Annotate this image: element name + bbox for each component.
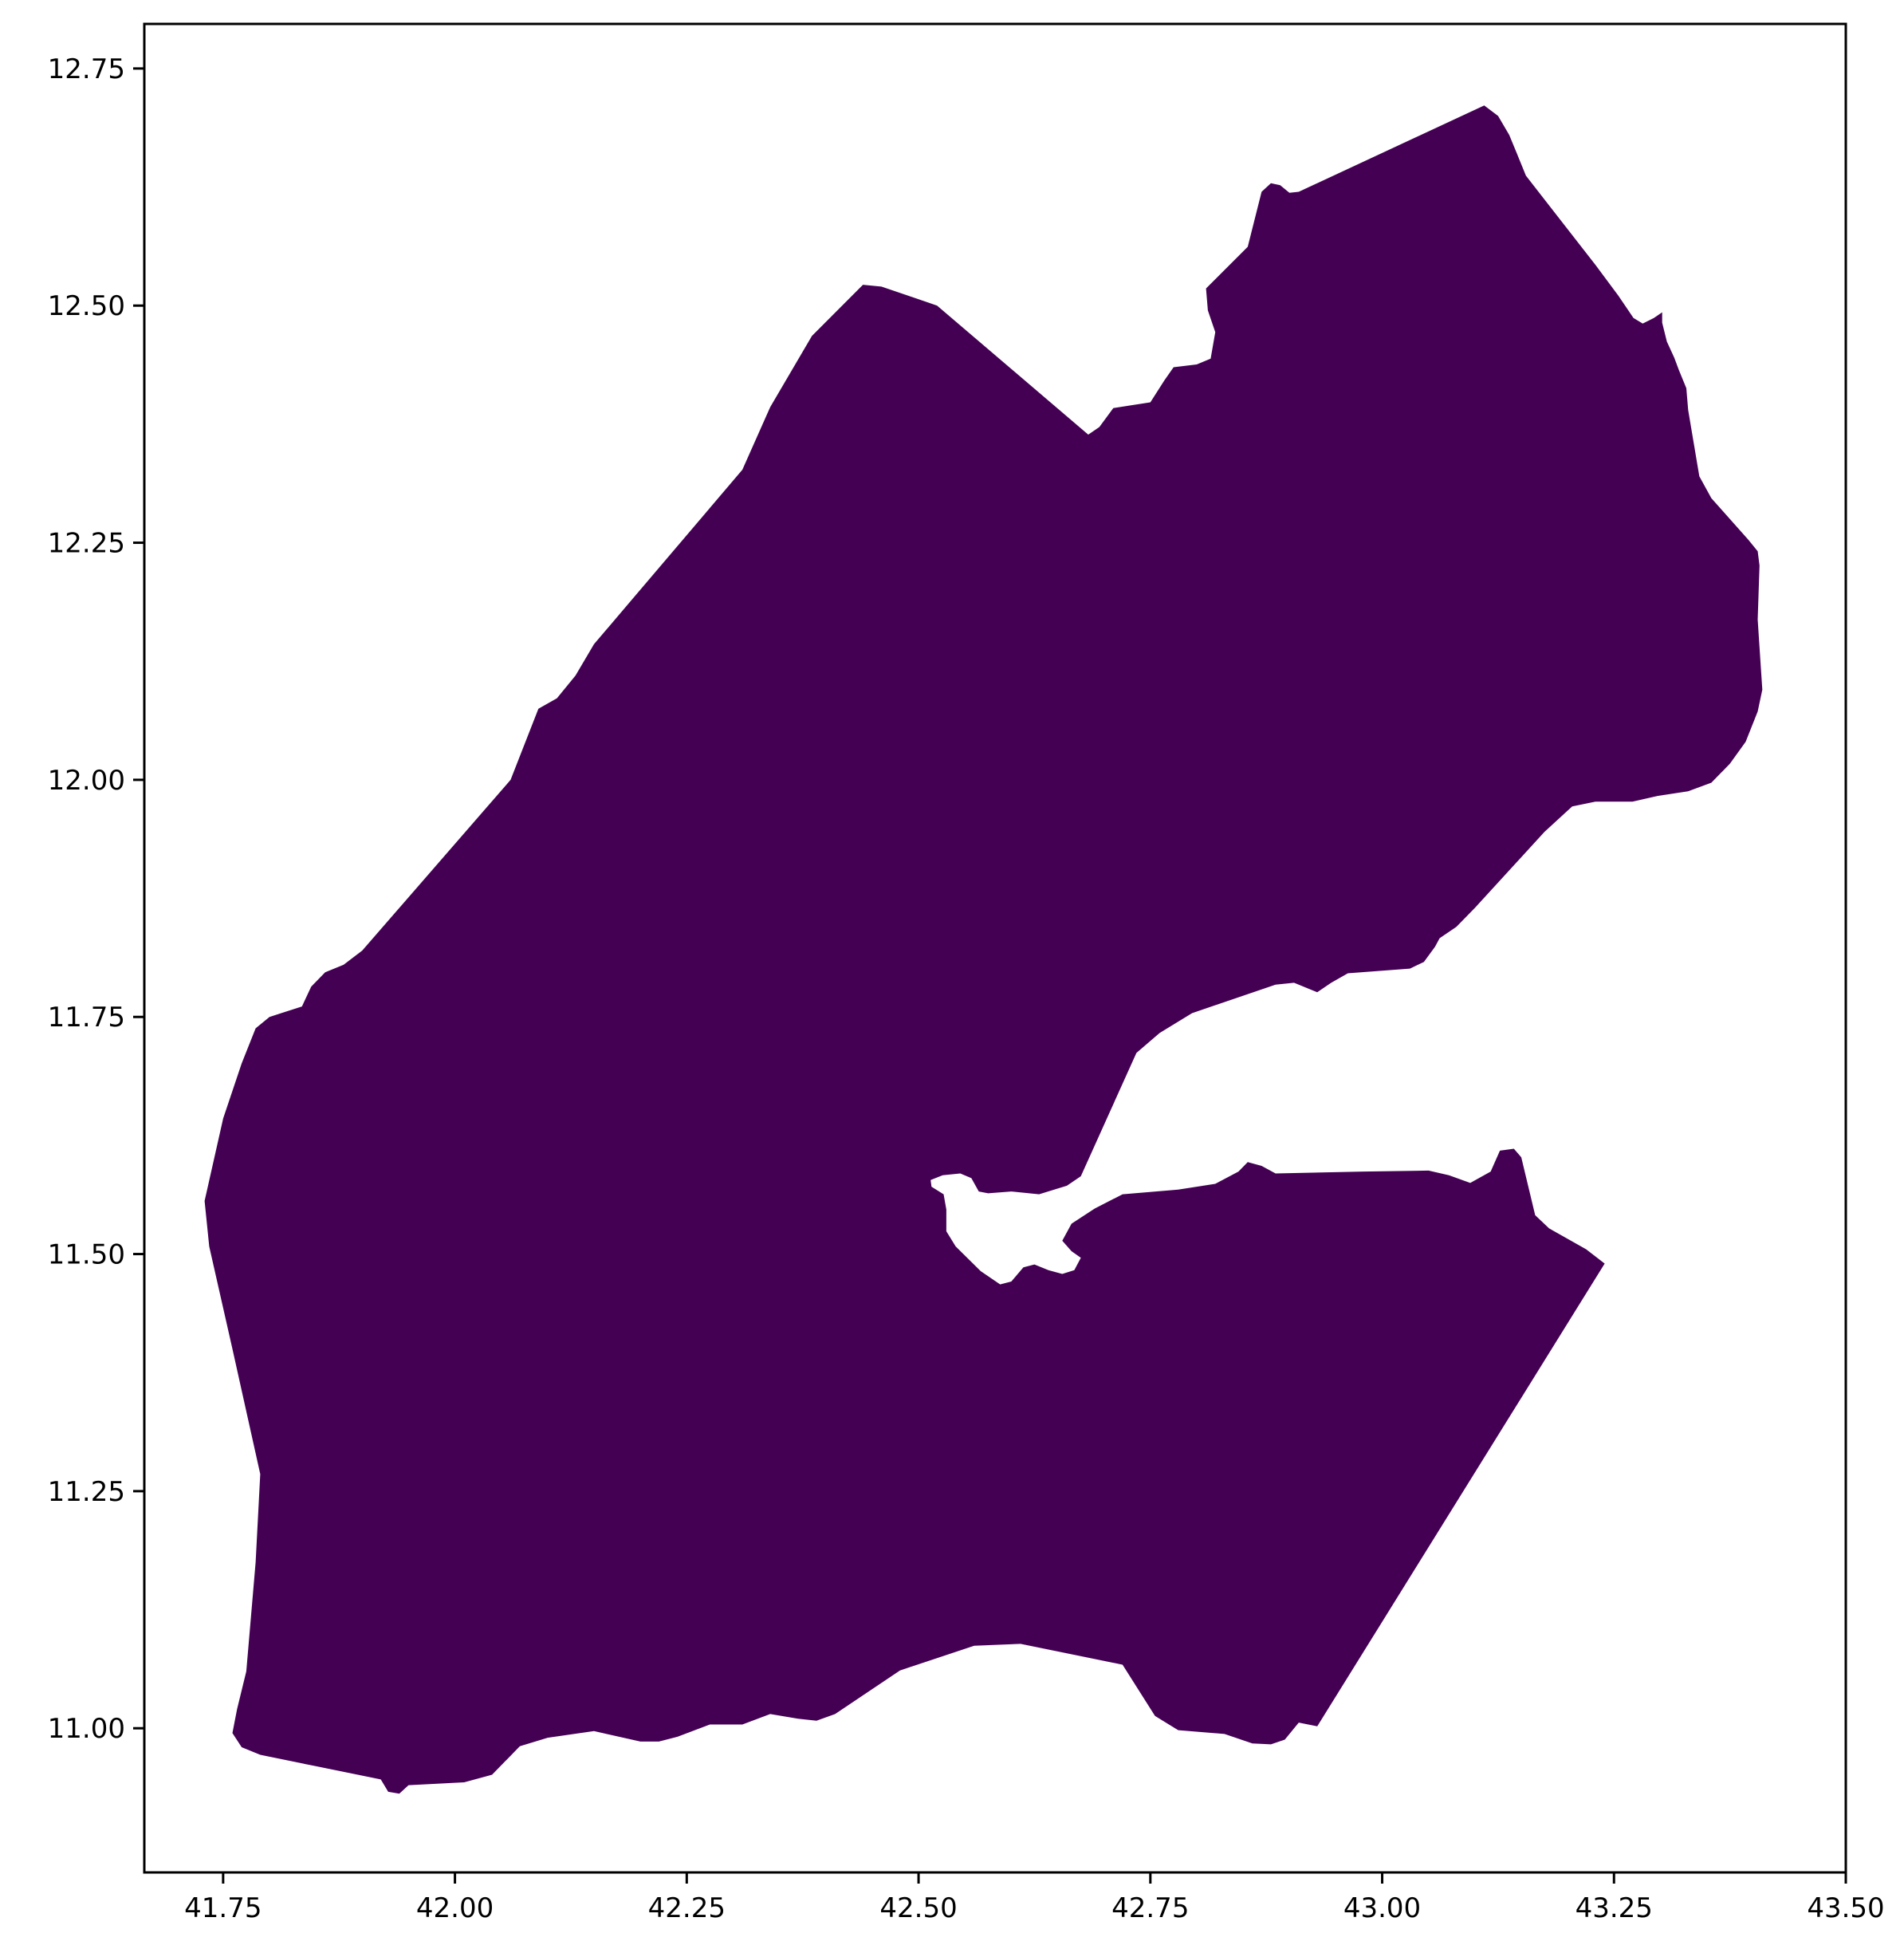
y-tick-label: 12.75	[48, 53, 125, 85]
x-tick-label: 42.75	[1111, 1892, 1189, 1924]
x-axis: 41.75 42.00 42.25 42.50 42.75 43.00 43.25 43.50	[184, 1872, 1885, 1924]
x-tick-label: 41.75	[184, 1892, 262, 1924]
y-tick-label: 11.00	[48, 1713, 125, 1745]
y-axis: 11.00 11.25 11.50 11.75 12.00 12.25 12.50 12.75	[48, 53, 144, 1745]
x-tick-label: 42.50	[879, 1892, 957, 1924]
x-tick-label: 42.25	[648, 1892, 726, 1924]
x-tick-label: 43.25	[1576, 1892, 1653, 1924]
x-tick-label: 43.00	[1343, 1892, 1421, 1924]
y-tick-label: 11.25	[48, 1476, 125, 1508]
axes-frame	[143, 22, 1847, 1874]
y-tick-label: 12.50	[48, 290, 125, 322]
country-shape	[204, 105, 1763, 1794]
x-tick-label: 42.00	[416, 1892, 494, 1924]
y-tick-label: 12.00	[48, 765, 125, 797]
y-tick-label: 12.25	[48, 528, 125, 560]
x-tick-label: 43.50	[1807, 1892, 1884, 1924]
y-tick-label: 11.75	[48, 1002, 125, 1034]
y-tick-label: 11.50	[48, 1239, 125, 1271]
